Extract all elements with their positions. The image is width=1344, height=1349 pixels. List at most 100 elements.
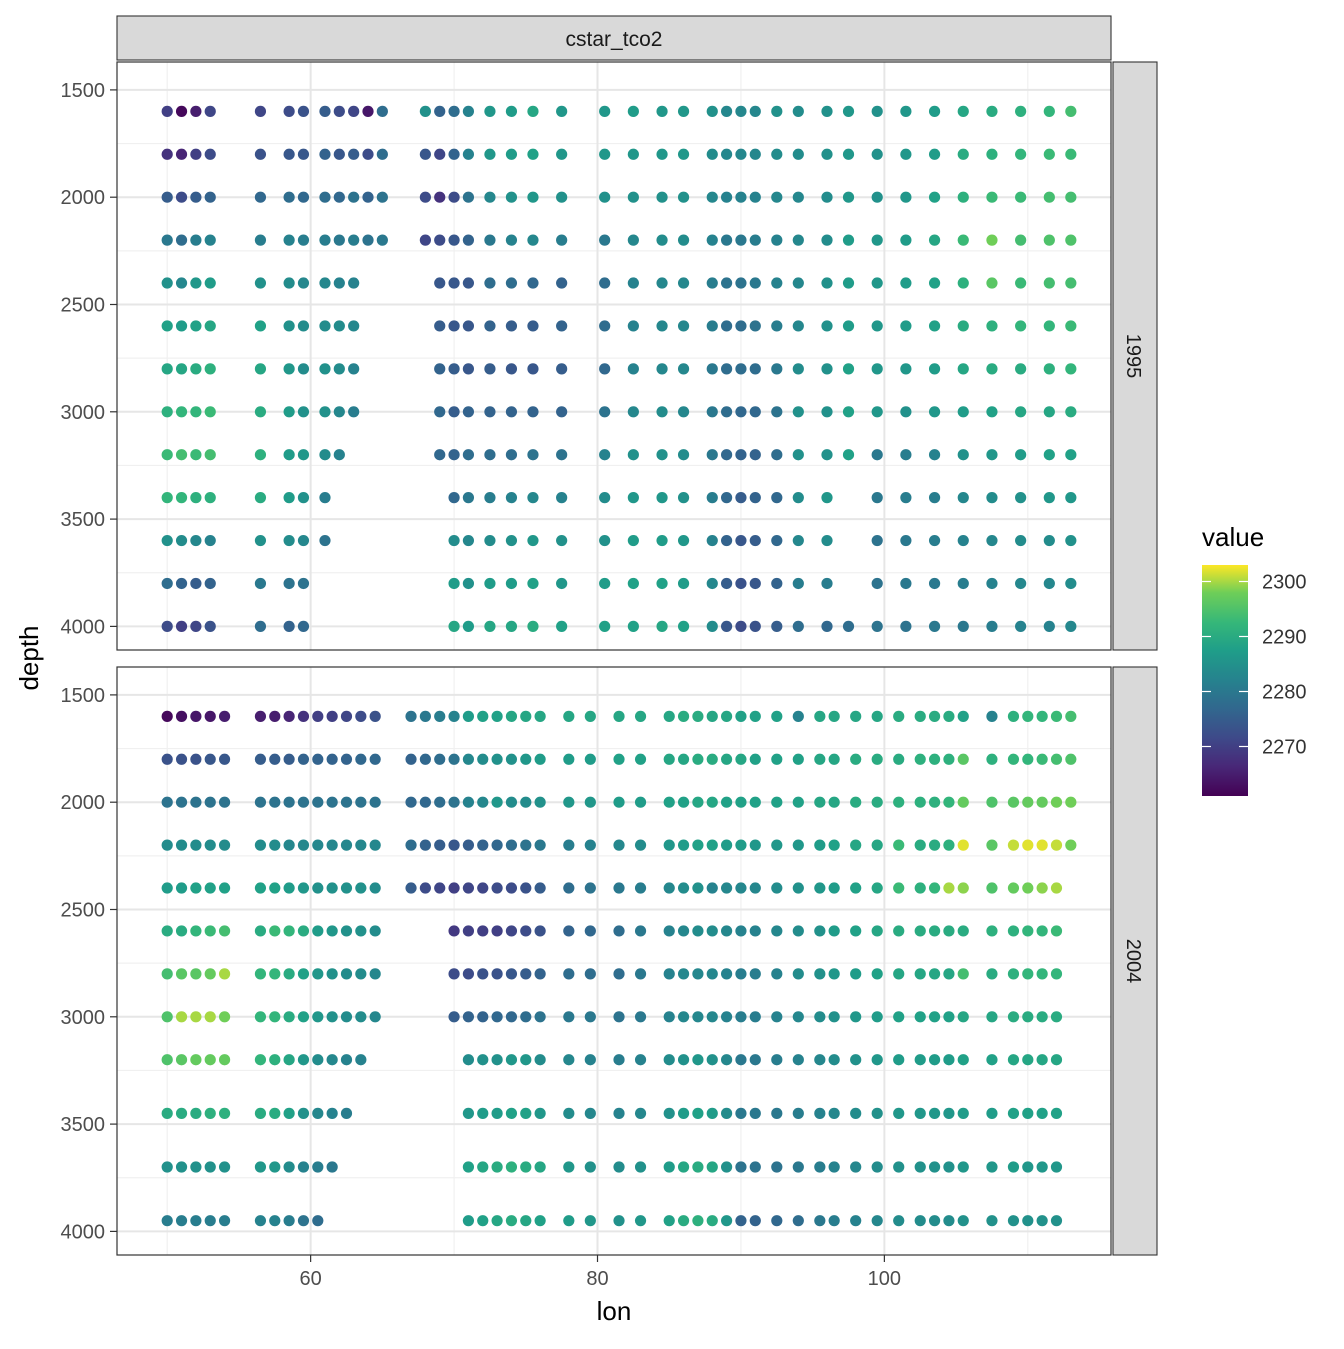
data-point (792, 796, 804, 808)
data-point (161, 148, 173, 160)
data-point (312, 882, 324, 894)
data-point (1007, 839, 1020, 851)
data-point (419, 796, 431, 808)
data-point (821, 105, 833, 117)
data-point (563, 925, 575, 937)
data-point (527, 234, 539, 246)
data-point (893, 882, 905, 894)
data-point (254, 1054, 267, 1066)
data-point (943, 710, 955, 722)
data-point (204, 925, 216, 937)
data-point (842, 234, 855, 246)
data-point (900, 406, 912, 418)
data-point (771, 1054, 783, 1066)
data-point (419, 839, 431, 851)
data-point (957, 968, 969, 980)
data-point (749, 1161, 761, 1173)
data-point (914, 968, 926, 980)
data-point (204, 363, 216, 375)
data-point (297, 534, 310, 547)
data-point (297, 191, 310, 203)
data-point (254, 620, 267, 632)
data-point (462, 492, 475, 504)
panel-2004-y-axis: 1500 2000 2500 3000 3500 4000 (61, 685, 117, 1243)
data-point (312, 925, 324, 937)
data-point (1036, 1107, 1048, 1119)
data-point (175, 492, 188, 504)
data-point (1065, 277, 1077, 289)
data-point (850, 925, 862, 937)
data-point (850, 1107, 862, 1119)
data-point (677, 968, 690, 980)
data-point (771, 105, 783, 117)
data-point (340, 1107, 353, 1119)
data-point (190, 1161, 202, 1173)
data-point (326, 710, 338, 722)
data-point (505, 492, 518, 504)
data-point (735, 363, 747, 375)
data-point (269, 925, 281, 937)
legend: value 2270 2280 2290 2300 (1202, 522, 1307, 796)
data-point (204, 839, 216, 851)
data-point (692, 796, 704, 808)
data-point (297, 925, 310, 937)
data-point (900, 234, 912, 246)
data-point (943, 1107, 955, 1119)
data-point (842, 277, 855, 289)
data-point (254, 1011, 267, 1023)
data-point (749, 925, 761, 937)
data-point (448, 449, 460, 461)
data-point (720, 925, 733, 937)
data-point (821, 320, 833, 332)
data-point (792, 1107, 804, 1119)
data-point (448, 925, 460, 937)
x-tick-label: 60 (300, 1268, 322, 1290)
data-point (663, 710, 675, 722)
data-point (1043, 406, 1055, 418)
data-point (850, 1215, 862, 1227)
data-point (161, 492, 173, 504)
data-point (218, 839, 231, 851)
data-point (677, 406, 690, 418)
panel-1995: 1995 1500 2000 2500 3000 3500 4000 (61, 61, 1158, 651)
data-point (319, 148, 331, 160)
data-point (986, 1161, 998, 1173)
data-point (1065, 191, 1077, 203)
panel-1995-border (116, 61, 1112, 651)
data-point (893, 1107, 905, 1119)
data-point (269, 1054, 281, 1066)
data-point (297, 839, 310, 851)
data-point (1015, 406, 1027, 418)
data-point (706, 796, 718, 808)
data-point (434, 320, 446, 332)
data-point (218, 1011, 231, 1023)
data-point (283, 753, 295, 765)
data-point (340, 839, 353, 851)
data-point (477, 882, 489, 894)
data-point (613, 1011, 625, 1023)
data-point (297, 1011, 310, 1023)
data-point (204, 534, 216, 547)
data-point (448, 710, 460, 722)
data-point (771, 577, 783, 590)
data-point (1015, 492, 1027, 504)
data-point (1043, 449, 1055, 461)
data-point (828, 710, 840, 722)
data-point (792, 839, 804, 851)
data-point (735, 105, 747, 117)
data-point (204, 105, 216, 117)
data-point (1036, 1054, 1048, 1066)
data-point (319, 234, 331, 246)
data-point (1050, 1011, 1063, 1023)
data-point (484, 234, 496, 246)
data-point (190, 363, 202, 375)
data-point (1015, 449, 1027, 461)
data-point (348, 320, 360, 332)
data-point (204, 449, 216, 461)
data-point (1065, 320, 1077, 332)
data-point (204, 234, 216, 246)
data-point (434, 710, 446, 722)
data-point (900, 577, 912, 590)
data-point (634, 1054, 647, 1066)
y-tick-label: 3500 (61, 509, 106, 531)
